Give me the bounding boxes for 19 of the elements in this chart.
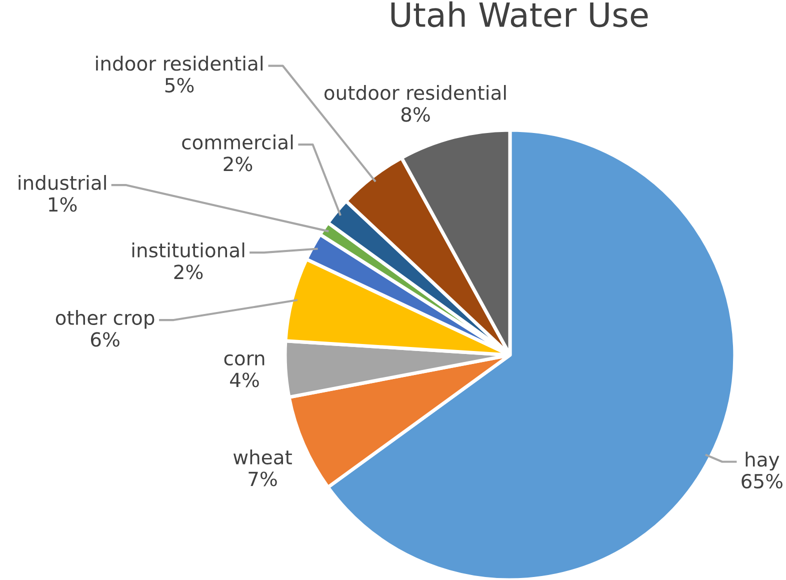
slice-label: indoor residential	[96, 56, 262, 71]
data-label: 4%	[230, 372, 259, 388]
data-label: 5%	[165, 78, 194, 93]
slice-label: corn	[224, 354, 264, 366]
data-label: 2%	[224, 156, 252, 172]
slice-label: institutional	[132, 242, 244, 258]
slice-label: hay	[746, 452, 780, 471]
data-label: 2%	[174, 264, 203, 280]
slice-label: wheat	[233, 449, 292, 465]
data-label: 65%	[742, 474, 782, 489]
data-label: 6%	[90, 332, 120, 347]
chart-title: Utah Water Use	[391, 1, 648, 28]
data-label: 1%	[49, 197, 77, 212]
data-label: 7%	[248, 472, 277, 486]
data-label: 8%	[401, 107, 430, 122]
slice-label: outdoor residential	[324, 84, 506, 100]
slice-label: other crop	[56, 310, 154, 329]
slice-label: industrial	[18, 174, 106, 190]
slice-label: commercial	[182, 134, 293, 150]
